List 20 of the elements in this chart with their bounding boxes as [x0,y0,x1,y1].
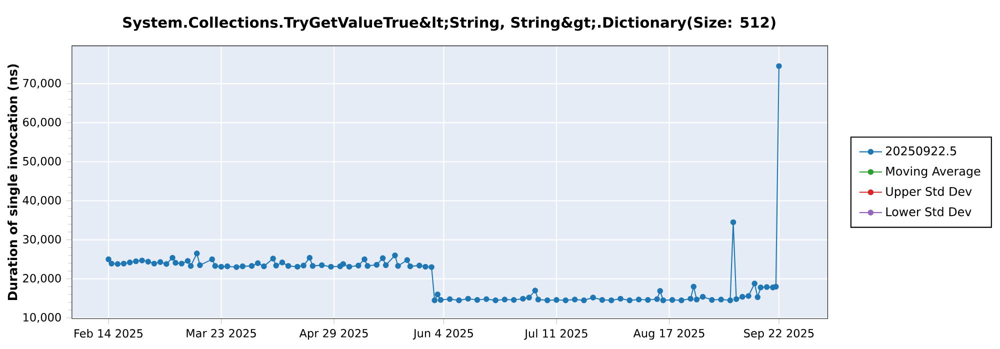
legend-label: Moving Average [886,166,980,178]
y-tick-label: 20,000 [23,274,61,284]
x-tick-label: Sep 22 2025 [744,329,814,340]
x-tick-label: Jul 11 2025 [524,329,588,340]
chart-title: System.Collections.TryGetValueTrue&lt;String, String&gt;.Dictionary(Size: 512) [123,16,776,32]
legend-label: Upper Std Dev [886,186,972,198]
y-tick-label: 50,000 [23,157,61,167]
x-tick-label: Apr 29 2025 [299,329,368,340]
legend-label: 20250922.5 [886,146,956,156]
x-tick-label: Mar 23 2025 [186,329,256,338]
x-tick-label: Aug 17 2025 [633,329,704,340]
x-tick-label: Jun 4 2025 [412,329,473,340]
y-tick-label: 10,000 [24,313,61,323]
y-tick-label: 60,000 [23,118,61,128]
x-tick-label: Feb 14 2025 [74,329,142,338]
y-axis-title: Duration of single invocation (ns) [8,64,20,300]
legend-label: Lower Std Dev [886,207,972,216]
y-tick-label: 30,000 [23,235,61,245]
y-tick-label: 70,000 [23,79,61,89]
y-tick-label: 40,000 [22,196,61,206]
